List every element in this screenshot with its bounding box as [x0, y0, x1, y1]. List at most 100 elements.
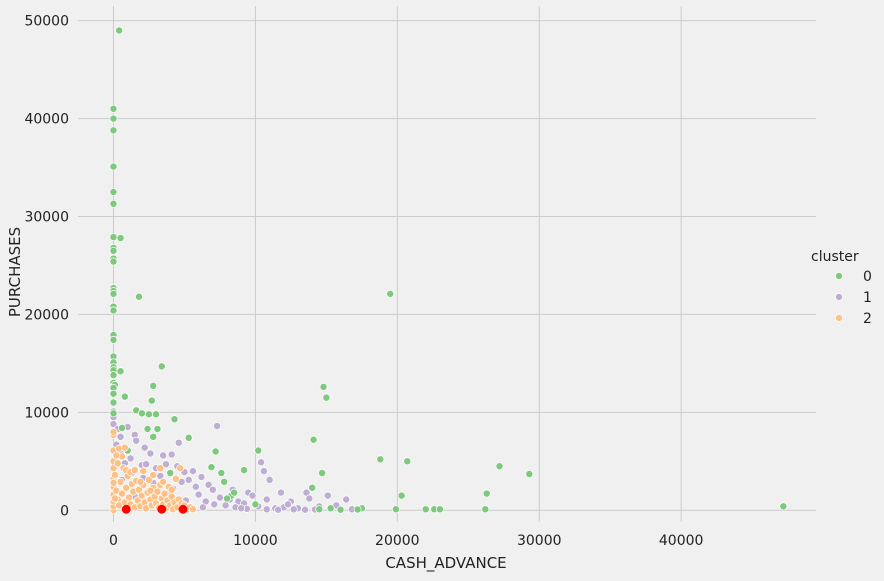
point-cluster-0 [109, 335, 118, 344]
point-cluster-0 [109, 188, 118, 196]
point-cluster-1 [259, 467, 268, 476]
point-cluster-1 [262, 495, 271, 504]
point-cluster-0 [353, 505, 362, 514]
point-cluster-2 [120, 443, 129, 452]
point-cluster-1 [132, 436, 141, 445]
grid [78, 6, 816, 522]
point-cluster-1 [342, 495, 351, 504]
point-cluster-2 [160, 489, 169, 498]
point-cluster-0 [109, 398, 118, 407]
point-cluster-1 [301, 505, 310, 514]
point-cluster-1 [221, 501, 230, 510]
point-cluster-0 [153, 425, 162, 433]
point-cluster-0 [779, 502, 788, 511]
point-cluster-0 [109, 126, 118, 135]
point-cluster-2 [139, 467, 148, 476]
point-cluster-1 [237, 504, 246, 513]
centroid-point [121, 504, 131, 514]
point-cluster-2 [153, 487, 162, 496]
point-cluster-2 [145, 475, 153, 484]
y-tick-label: 0 [60, 503, 69, 519]
point-cluster-2 [136, 477, 145, 486]
point-cluster-0 [109, 306, 118, 315]
point-cluster-0 [308, 483, 317, 492]
point-cluster-2 [122, 483, 131, 492]
point-cluster-0 [309, 435, 318, 444]
x-tick-label: 10000 [233, 533, 278, 549]
point-cluster-0 [118, 424, 126, 432]
point-cluster-0 [149, 381, 158, 390]
point-cluster-1 [257, 458, 266, 467]
legend-label-1: 1 [863, 290, 872, 306]
point-cluster-2 [109, 427, 118, 436]
point-cluster-2 [149, 471, 158, 479]
point-cluster-0 [109, 114, 118, 123]
point-cluster-0 [109, 257, 118, 266]
point-cluster-1 [167, 450, 176, 459]
y-tick-label: 50000 [24, 14, 69, 30]
point-cluster-2 [176, 464, 185, 473]
point-cluster-1 [323, 491, 332, 500]
point-cluster-0 [116, 234, 125, 243]
tick-labels: 0 10000 20000 30000 40000 0 10000 20000 30000 400… [24, 14, 703, 549]
legend-label-0: 0 [863, 269, 872, 285]
y-tick-label: 30000 [24, 210, 69, 226]
point-cluster-0 [149, 432, 158, 441]
legend-marker-2 [835, 314, 843, 322]
point-cluster-1 [210, 500, 219, 509]
point-cluster-1 [197, 473, 206, 481]
point-cluster-0 [184, 433, 193, 442]
point-cluster-0 [115, 26, 124, 35]
legend-marker-1 [835, 293, 843, 301]
point-cluster-0 [435, 505, 444, 514]
point-cluster-0 [157, 362, 166, 371]
y-axis-title: PURCHASES [6, 227, 24, 317]
centroid-points [121, 504, 188, 514]
point-cluster-1 [208, 485, 217, 494]
point-cluster-2 [159, 477, 168, 486]
point-cluster-2 [146, 486, 155, 495]
point-cluster-0 [152, 410, 161, 419]
point-cluster-0 [135, 292, 143, 301]
point-cluster-2 [130, 466, 139, 475]
point-cluster-2 [118, 489, 126, 498]
point-cluster-1 [142, 460, 151, 469]
point-cluster-0 [336, 505, 345, 514]
point-cluster-1 [174, 438, 183, 447]
point-cluster-1 [277, 488, 285, 497]
point-cluster-0 [376, 455, 385, 464]
point-cluster-0 [251, 500, 260, 509]
point-cluster-1 [140, 443, 149, 452]
point-cluster-1 [191, 482, 200, 491]
point-cluster-0 [109, 199, 118, 208]
point-cluster-0 [120, 392, 129, 401]
point-cluster-0 [109, 104, 118, 113]
point-cluster-1 [305, 494, 314, 503]
point-cluster-0 [397, 491, 406, 500]
centroid-point [157, 504, 167, 514]
point-cluster-0 [137, 409, 146, 418]
point-cluster-0 [109, 162, 118, 171]
x-tick-label: 0 [109, 533, 118, 549]
point-cluster-0 [230, 488, 239, 497]
point-cluster-0 [109, 389, 118, 398]
point-cluster-1 [146, 449, 155, 458]
legend-marker-0 [835, 272, 843, 280]
point-cluster-2 [109, 478, 118, 487]
point-cluster-0 [217, 469, 226, 477]
point-cluster-2 [113, 459, 122, 468]
y-tick-label: 10000 [24, 405, 69, 421]
point-cluster-1 [284, 500, 292, 509]
x-tick-label: 30000 [517, 533, 562, 549]
point-cluster-1 [194, 490, 203, 499]
point-cluster-2 [156, 464, 165, 473]
x-tick-label: 20000 [375, 533, 420, 549]
point-cluster-2 [167, 485, 176, 494]
point-cluster-1 [215, 493, 224, 502]
point-cluster-0 [482, 489, 491, 498]
y-tick-label: 40000 [24, 112, 69, 128]
y-tick-label: 20000 [24, 307, 69, 323]
legend-label-2: 2 [863, 311, 872, 327]
point-cluster-0 [403, 457, 412, 466]
point-cluster-0 [223, 494, 231, 503]
